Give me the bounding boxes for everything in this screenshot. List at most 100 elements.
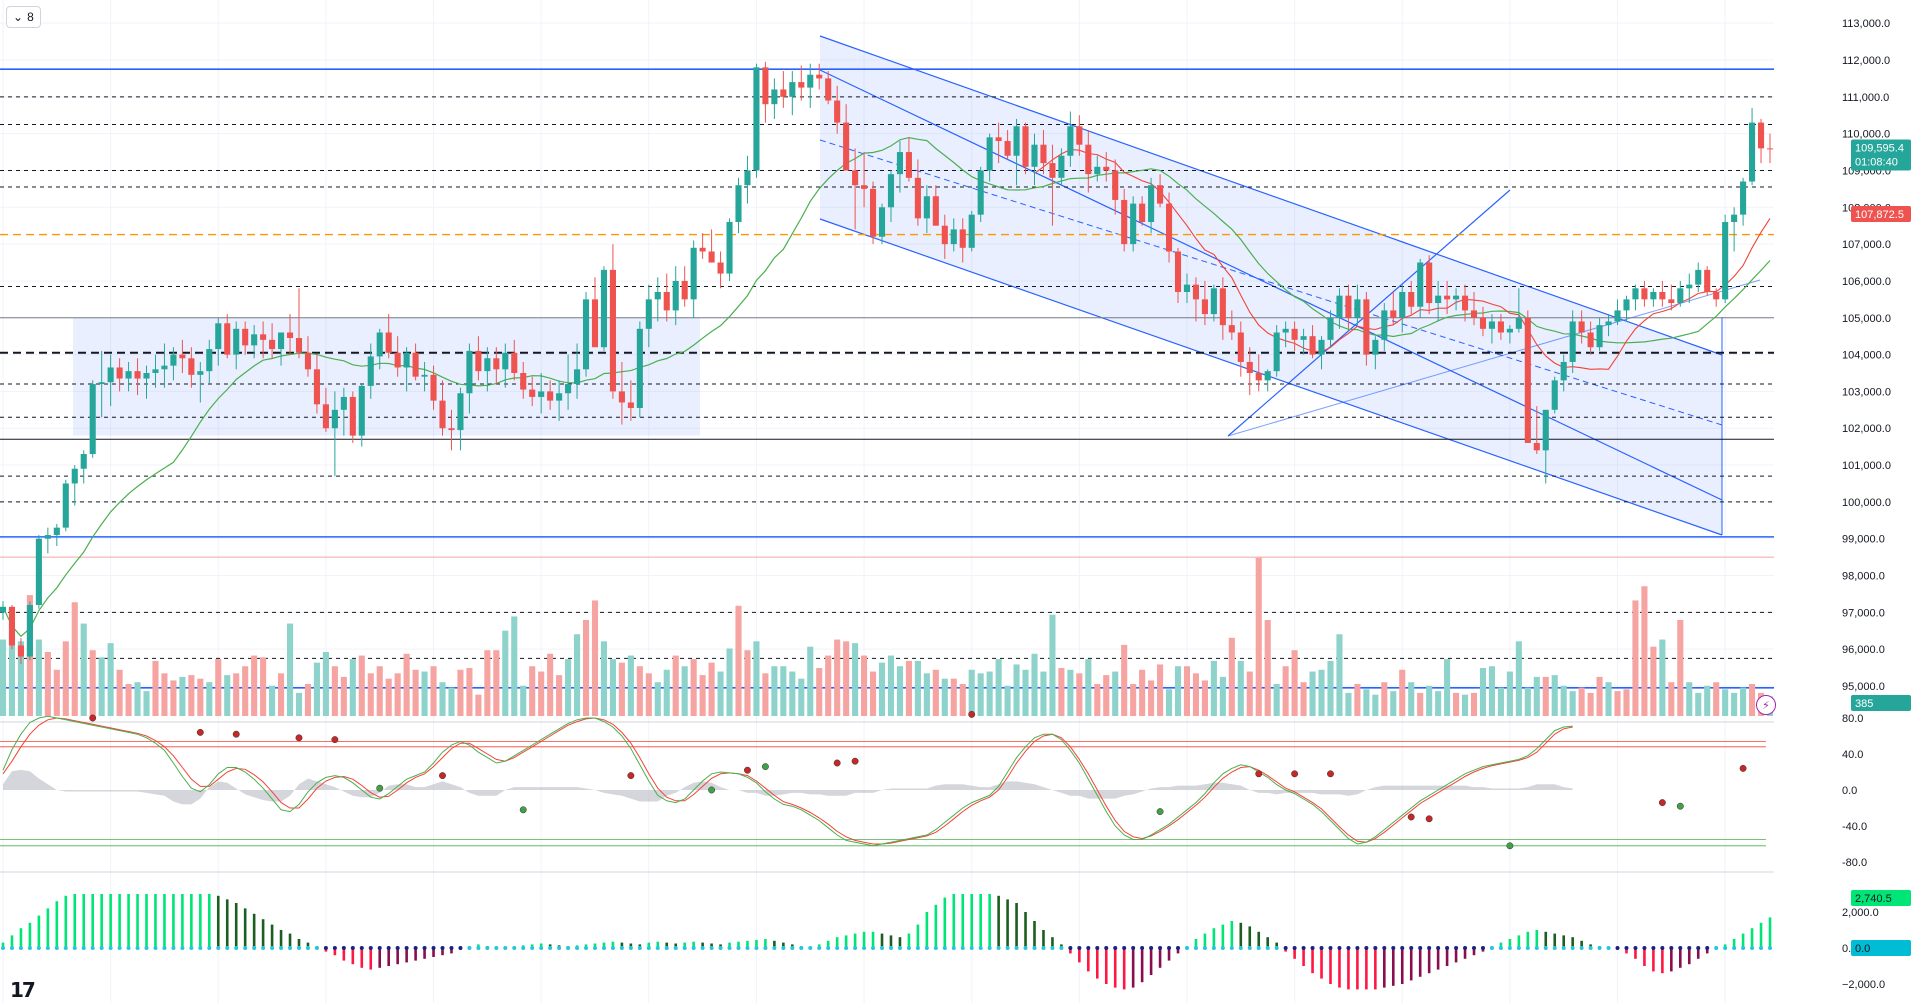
stoch-tick-label: 0.0 [1842, 785, 1857, 797]
momentum-bar [207, 894, 211, 948]
stoch-tick-label: -80.0 [1842, 857, 1867, 869]
stoch-cross-dot [1425, 815, 1433, 823]
candle-body [394, 352, 401, 368]
volume-bar [816, 668, 823, 716]
candle-body [1282, 328, 1289, 333]
candle-body [914, 177, 921, 219]
squeeze-dot [817, 946, 822, 950]
momentum-bar [602, 942, 606, 948]
momentum-bar [10, 935, 14, 948]
squeeze-dot [826, 946, 831, 950]
momentum-bar [1400, 948, 1404, 984]
momentum-bar [1391, 948, 1395, 986]
momentum-bar [279, 930, 283, 948]
candle-body [1291, 328, 1298, 340]
momentum-tick-label: −2,000.0 [1842, 979, 1885, 991]
candle-body [1004, 141, 1011, 156]
momentum-bar [665, 942, 669, 948]
squeeze-dot [1328, 946, 1333, 950]
candle-body [152, 369, 159, 373]
squeeze-dot [835, 946, 840, 950]
squeeze-dot [350, 946, 355, 950]
squeeze-dot [1346, 946, 1351, 950]
squeeze-dot [503, 946, 508, 950]
squeeze-dot [1588, 946, 1593, 950]
volume-bar [1183, 666, 1191, 716]
volume-bar [161, 673, 168, 716]
candle-body [744, 170, 751, 186]
stoch-diff-area [3, 769, 1573, 805]
candle-body [1722, 222, 1729, 300]
squeeze-dot [36, 946, 41, 950]
squeeze-dot [261, 946, 266, 950]
squeeze-dot [386, 946, 391, 950]
squeeze-dot [377, 946, 382, 950]
volume-bar [1067, 669, 1074, 716]
candle-body [887, 174, 895, 208]
squeeze-dot [996, 946, 1001, 950]
candle-body [1345, 295, 1352, 318]
squeeze-dot [521, 946, 526, 950]
volume-bar [780, 666, 787, 716]
momentum-bar [1320, 948, 1323, 979]
momentum-bar [1759, 922, 1763, 948]
momentum-bar [378, 948, 382, 968]
squeeze-dot [404, 946, 409, 950]
momentum-bar [611, 941, 615, 948]
momentum-bar [1661, 948, 1664, 974]
squeeze-dot [888, 946, 893, 950]
bolt-icon[interactable]: ⚡ [1756, 695, 1776, 715]
candle-body [1533, 442, 1540, 451]
volume-bar [233, 673, 240, 716]
countdown-label: 01:08:40 [1855, 157, 1898, 169]
squeeze-dot [1570, 946, 1575, 950]
squeeze-dot [1624, 946, 1629, 950]
momentum-bar [288, 933, 292, 948]
squeeze-dot [189, 946, 194, 950]
candle-body [1569, 321, 1576, 362]
squeeze-dot [942, 946, 947, 950]
volume-bar [1381, 682, 1388, 716]
candle-body [609, 269, 616, 392]
momentum-bar [100, 894, 103, 948]
squeeze-dot [1211, 946, 1216, 950]
volume-bar [89, 650, 96, 716]
candle-body [1677, 288, 1684, 304]
squeeze-dot [1193, 946, 1198, 950]
volume-bar [1318, 669, 1325, 716]
momentum-bar [916, 924, 920, 948]
momentum-bar [773, 940, 776, 948]
candle-body [1435, 295, 1442, 304]
candle-body [538, 391, 545, 397]
horizontal-levels[interactable] [0, 68, 1774, 689]
candle-body [457, 393, 464, 431]
volume-bar [905, 660, 912, 716]
volume-bar [260, 657, 267, 716]
collapse-indicators-button[interactable]: ⌄ 8 [6, 6, 41, 28]
momentum-bar [450, 948, 453, 954]
momentum-bar [172, 894, 175, 948]
volume-bar [1112, 671, 1119, 716]
momentum-bar [369, 948, 373, 970]
squeeze-dot [1310, 946, 1315, 950]
volume-bar [1515, 641, 1522, 716]
candle-body [798, 82, 805, 88]
candle-body [340, 396, 347, 410]
candle-body [1506, 328, 1513, 333]
candle-body [645, 299, 652, 329]
momentum-bar [737, 941, 740, 948]
candle-body [430, 374, 437, 401]
candle-body [170, 354, 177, 366]
price-tick-label: 97,000.0 [1842, 607, 1885, 619]
squeeze-dot [1265, 946, 1270, 950]
channel-bottom-line [819, 218, 1723, 536]
candle-body [1695, 269, 1702, 285]
momentum-bar [782, 942, 785, 948]
tradingview-logo[interactable]: 17 [10, 978, 36, 1002]
squeeze-dot [45, 946, 50, 950]
candle-body [753, 67, 760, 171]
volume-bar [887, 655, 895, 716]
squeeze-dot [198, 946, 203, 950]
squeeze-dot [790, 946, 795, 950]
